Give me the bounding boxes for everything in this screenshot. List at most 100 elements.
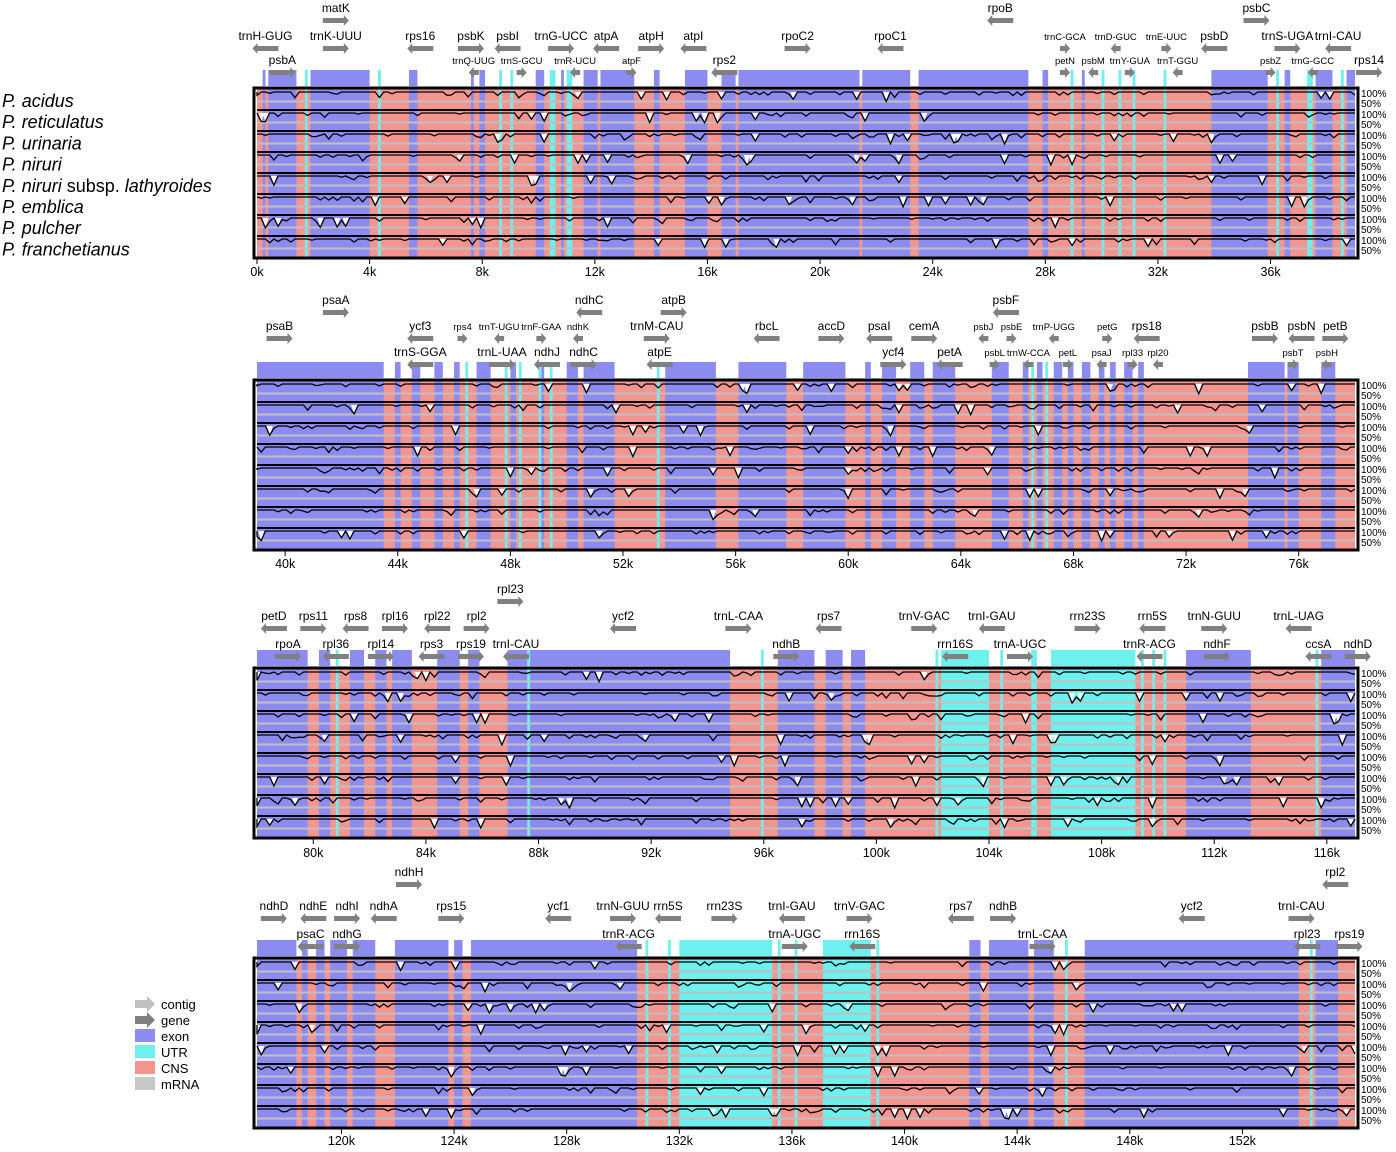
axis-tick-label: 124k	[441, 1134, 469, 1148]
identity-trace	[256, 960, 1355, 972]
gene-label: rpl23	[1294, 927, 1321, 941]
identity-trace	[256, 817, 1356, 830]
gene-label: petG	[1097, 322, 1118, 333]
gene-label: trnI-GAU	[968, 609, 1015, 623]
gene-label: rpl36	[322, 637, 349, 651]
exon-bar	[530, 650, 730, 666]
gene-label: rps7	[949, 899, 973, 913]
utr-bar	[1307, 70, 1313, 86]
gene-label: petL	[1059, 348, 1078, 359]
identity-tick-50: 50%	[1361, 454, 1381, 465]
gene-label: psaI	[868, 319, 891, 333]
axis-tick-label: 32k	[1148, 265, 1169, 279]
gene-label: trnP-UGG	[1033, 322, 1075, 333]
gene-arrow	[334, 941, 361, 952]
gene-label: atpI	[683, 29, 703, 43]
identity-tick-50: 50%	[1361, 225, 1381, 236]
gene-arrow	[497, 596, 524, 607]
gene-label: trnY-GUA	[1110, 56, 1151, 67]
gene-arrow	[992, 307, 1019, 318]
exon-bar	[454, 362, 460, 378]
gene-label: psaA	[322, 293, 349, 307]
gene-label: rpoC2	[781, 29, 814, 43]
gene-arrow	[457, 651, 484, 662]
gene-label: rpl16	[382, 609, 409, 623]
gene-arrow	[438, 913, 465, 924]
exon-bar	[470, 940, 638, 956]
exon-bar	[454, 940, 463, 956]
axis-tick-label: 84k	[416, 846, 437, 860]
gene-arrow	[1110, 43, 1121, 54]
gene-arrow	[1288, 333, 1315, 344]
axis-tick-label: 48k	[500, 557, 521, 571]
gene-arrow	[1124, 67, 1135, 78]
gene-label: ycf2	[612, 609, 634, 623]
identity-tick-100: 100%	[1361, 774, 1387, 785]
utr-bar	[1101, 70, 1105, 86]
identity-tick-50: 50%	[1361, 1095, 1381, 1106]
identity-tick-50: 50%	[1361, 679, 1381, 690]
exon-bar	[851, 650, 866, 666]
gene-arrow	[773, 651, 800, 662]
exon-bar	[1315, 70, 1333, 86]
gene-label: rps14	[1354, 53, 1384, 67]
gene-label: trnT-UGU	[479, 322, 520, 333]
gene-arrow	[1172, 67, 1183, 78]
alignment-panel: matK rpoB psbC trnH-GUG trnK-UUU rps16 psbK psb…	[238, 1, 1386, 279]
gene-arrow	[646, 359, 673, 370]
utr-bar	[1045, 362, 1049, 378]
gene-label: ndhI	[335, 899, 358, 913]
legend-contig-arrow	[135, 996, 155, 1012]
identity-trace	[257, 508, 1355, 521]
exon-bar	[1084, 940, 1299, 956]
identity-trace	[256, 670, 1356, 684]
gene-label: atpH	[638, 29, 663, 43]
gene-arrow	[503, 651, 530, 662]
gene-arrow	[655, 913, 682, 924]
gene-arrow	[643, 333, 670, 344]
gene-label: psbA	[269, 53, 296, 67]
axis-tick-label: 52k	[613, 557, 634, 571]
identity-trace	[257, 982, 1355, 994]
exon-bar	[1098, 362, 1105, 378]
legend-gene-arrow	[135, 1012, 155, 1028]
exon-bar	[257, 362, 384, 378]
panel-frame	[252, 956, 1360, 1130]
divergence-gap	[254, 819, 1354, 828]
identity-tick-50: 50%	[1361, 99, 1381, 110]
gene-arrow	[1178, 913, 1205, 924]
gene-arrow	[987, 15, 1014, 26]
gene-label: rpl2	[467, 609, 487, 623]
gene-arrow	[418, 651, 445, 662]
axis-tick-label: 76k	[1289, 557, 1310, 571]
axis-tick-label: 12k	[585, 265, 606, 279]
gene-label: ycf1	[547, 899, 569, 913]
identity-tick-100: 100%	[1361, 486, 1387, 497]
gene-label: trnS-GCU	[501, 56, 543, 67]
identity-tick-50: 50%	[1361, 433, 1381, 444]
identity-tick-100: 100%	[1361, 1064, 1387, 1075]
gene-label: psbK	[457, 29, 484, 43]
gene-label: rbcL	[755, 319, 779, 333]
gene-label: rrn16S	[844, 927, 880, 941]
exon-bar	[665, 362, 716, 378]
gene-label: trnG-GCC	[1291, 56, 1334, 67]
gene-arrow	[1006, 333, 1017, 344]
identity-tick-50: 50%	[1361, 475, 1381, 486]
gene-arrow	[711, 913, 738, 924]
axis-tick-label: 96k	[754, 846, 775, 860]
gene-label: psaJ	[1092, 348, 1112, 359]
gene-arrow	[1201, 623, 1228, 634]
panel-frame	[252, 378, 1360, 552]
identity-trace	[256, 112, 1355, 125]
gene-label: psaB	[266, 319, 293, 333]
exon-bar	[1138, 362, 1144, 378]
exon-bar	[1081, 362, 1091, 378]
gene-label: ndhB	[772, 637, 800, 651]
gene-label: trnM-CAU	[630, 319, 683, 333]
gene-label: psbH	[1316, 348, 1338, 359]
utr-bar	[1132, 70, 1136, 86]
gene-label: rps8	[344, 609, 368, 623]
gene-arrow	[494, 43, 521, 54]
